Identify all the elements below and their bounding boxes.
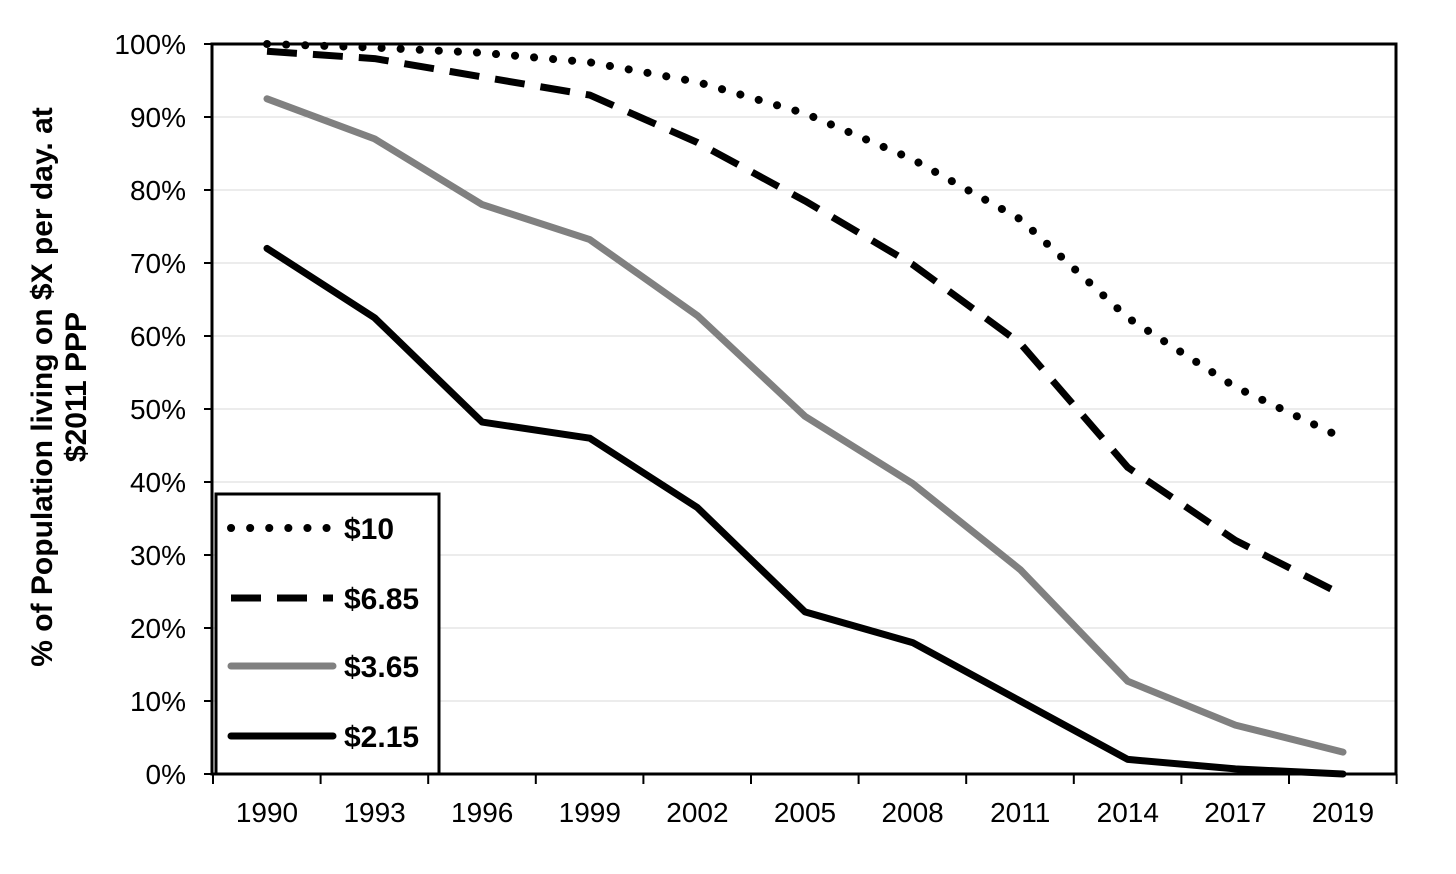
y-tick-label: 80% (130, 175, 186, 206)
y-tick-label: 30% (130, 540, 186, 571)
x-tick-label: 1993 (343, 797, 405, 828)
x-tick-label: 2014 (1097, 797, 1159, 828)
x-tick-label: 2002 (666, 797, 728, 828)
x-tick-label: 2011 (990, 797, 1050, 828)
y-tick-label: 10% (130, 686, 186, 717)
legend-label: $6.85 (344, 583, 419, 616)
y-tick-label: 40% (130, 467, 186, 498)
y-axis-label-line-2: $2011 PPP (60, 312, 93, 462)
y-axis-label-line-1: % of Population living on $X per day. at (26, 107, 59, 667)
x-tick-label: 2005 (774, 797, 836, 828)
series-lines (263, 40, 1347, 778)
x-tick-label: 1999 (559, 797, 621, 828)
x-axis: 1990 1993 1996 1999 2002 2005 2008 2011 2014 2017… (212, 774, 1398, 828)
x-tick-label: 2008 (881, 797, 943, 828)
x-tick-label: 1996 (451, 797, 513, 828)
legend: $10 $6.85 $3.65 $2.15 (214, 492, 441, 776)
y-axis: 0% 10% 20% 30% 40% 50% 60% 70% 80% 90% 100% (114, 29, 212, 790)
series-line--3-65 (263, 95, 1347, 756)
legend-label: $3.65 (344, 651, 419, 684)
x-tick-label: 2017 (1204, 797, 1266, 828)
x-tick-label: 2019 (1312, 797, 1374, 828)
y-tick-label: 100% (114, 29, 186, 60)
legend-box (214, 492, 441, 776)
series-line--10 (263, 40, 1347, 443)
y-tick-label: 0% (146, 759, 186, 790)
y-tick-label: 60% (130, 321, 186, 352)
legend-label: $10 (344, 513, 394, 546)
legend-label: $2.15 (344, 721, 419, 754)
x-tick-label: 1990 (236, 797, 298, 828)
y-tick-label: 70% (130, 248, 186, 279)
series-line--6-85 (266, 47, 1345, 599)
y-tick-label: 20% (130, 613, 186, 644)
series-line--2-15 (263, 244, 1347, 778)
y-tick-label: 90% (130, 102, 186, 133)
y-tick-label: 50% (130, 394, 186, 425)
